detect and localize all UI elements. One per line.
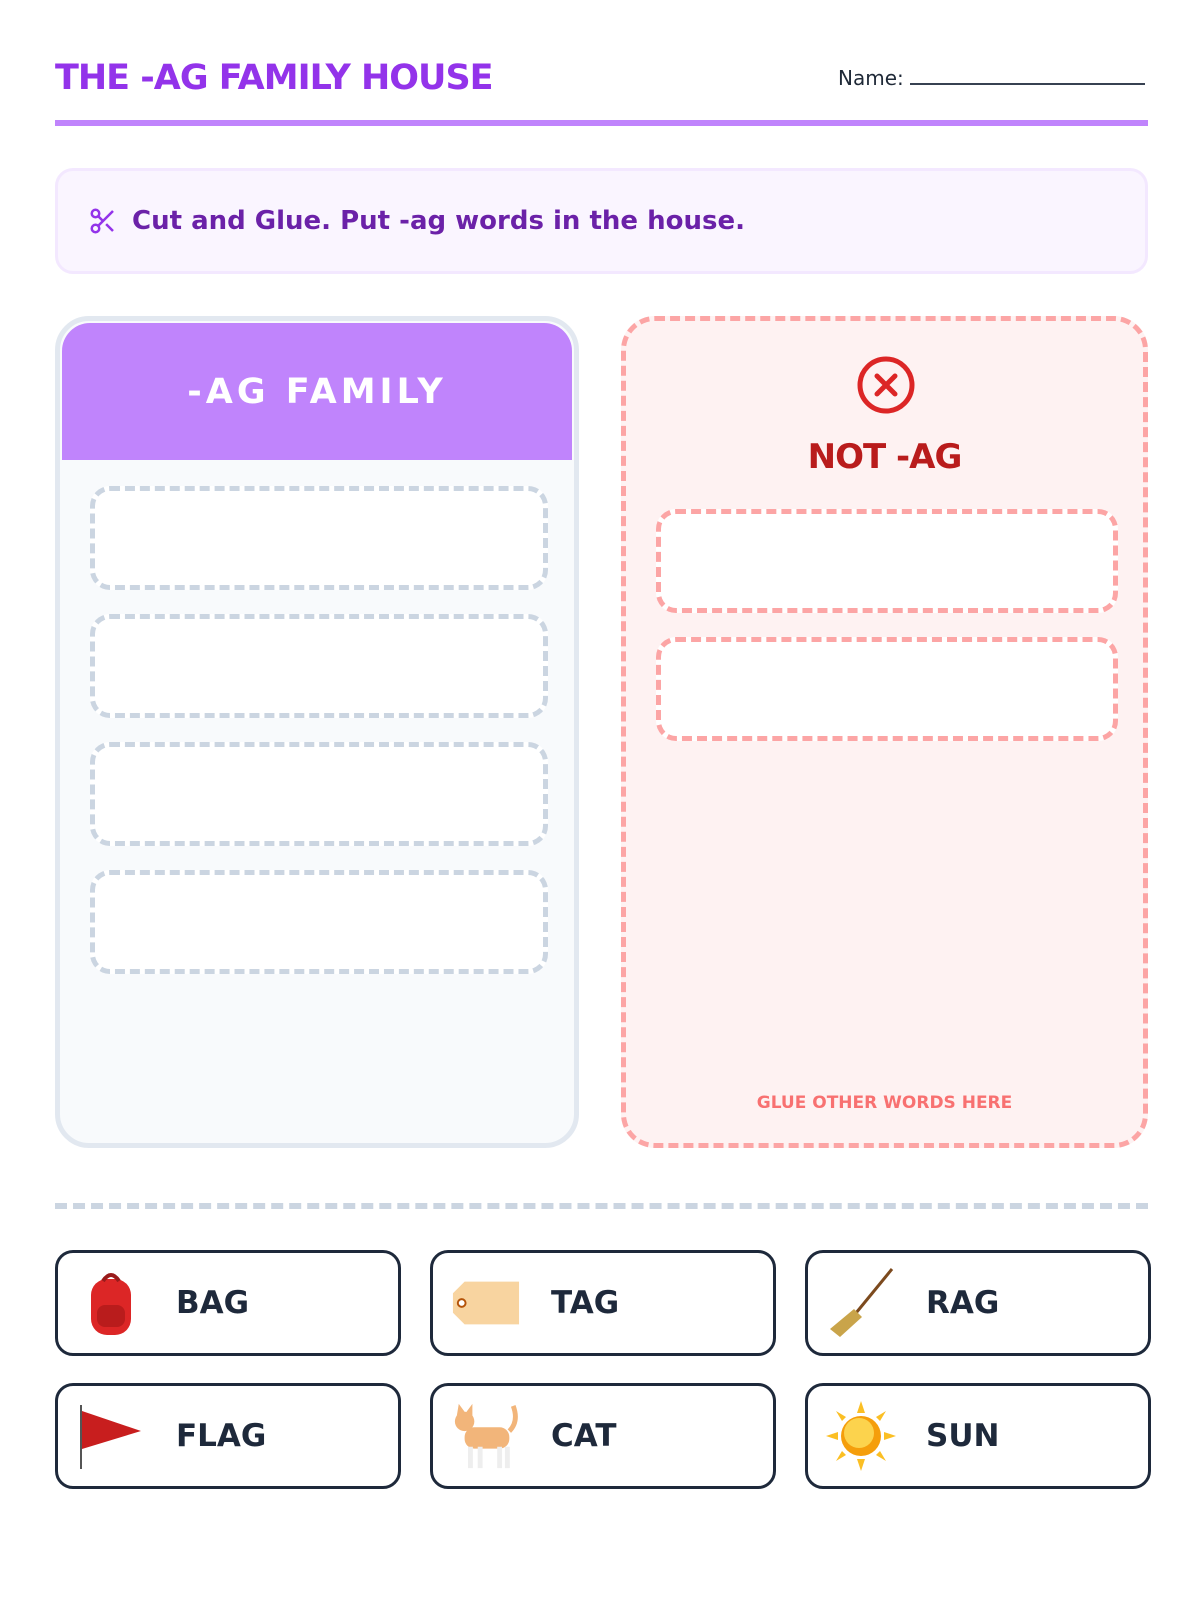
not-ag-title: NOT -AG <box>807 437 963 477</box>
glue-hint: GLUE OTHER WORDS HERE <box>756 1093 1013 1113</box>
ag-family-house: -AG FAMILY <box>55 316 579 1148</box>
name-line <box>909 67 1145 85</box>
flag-icon <box>76 1401 146 1471</box>
word-card-flag[interactable]: FLAG <box>55 1383 401 1489</box>
sun-icon <box>826 1401 896 1471</box>
broom-icon <box>826 1268 896 1338</box>
word-label: BAG <box>176 1285 250 1321</box>
word-card-tag[interactable]: TAG <box>430 1250 776 1356</box>
glue-slot[interactable] <box>90 742 548 846</box>
cut-line <box>55 1203 1148 1209</box>
instruction-text: Cut and Glue. Put -ag words in the house… <box>132 206 745 236</box>
tag-icon <box>451 1268 521 1338</box>
word-label: SUN <box>926 1418 1000 1454</box>
glue-slot[interactable] <box>90 870 548 974</box>
glue-slot[interactable] <box>656 637 1118 741</box>
glue-slot[interactable] <box>656 509 1118 613</box>
x-circle-icon <box>857 356 915 414</box>
word-card-bag[interactable]: BAG <box>55 1250 401 1356</box>
word-label: FLAG <box>176 1418 267 1454</box>
word-card-sun[interactable]: SUN <box>805 1383 1151 1489</box>
glue-slot[interactable] <box>90 614 548 718</box>
word-label: TAG <box>551 1285 620 1321</box>
word-card-rag[interactable]: RAG <box>805 1250 1151 1356</box>
backpack-icon <box>76 1268 146 1338</box>
scissors-icon <box>90 208 114 234</box>
name-label: Name: <box>838 66 904 90</box>
ag-family-title: -AG FAMILY <box>62 323 572 460</box>
name-field[interactable]: Name: <box>838 66 1145 90</box>
word-card-cat[interactable]: CAT <box>430 1383 776 1489</box>
header-divider <box>55 120 1148 126</box>
word-label: CAT <box>551 1418 617 1454</box>
not-ag-area: NOT -AG GLUE OTHER WORDS HERE <box>621 316 1148 1148</box>
instruction-box: Cut and Glue. Put -ag words in the house… <box>55 168 1148 274</box>
glue-slot[interactable] <box>90 486 548 590</box>
word-label: RAG <box>926 1285 1000 1321</box>
cat-icon <box>451 1401 521 1471</box>
page-title: THE -AG FAMILY HOUSE <box>55 58 494 98</box>
